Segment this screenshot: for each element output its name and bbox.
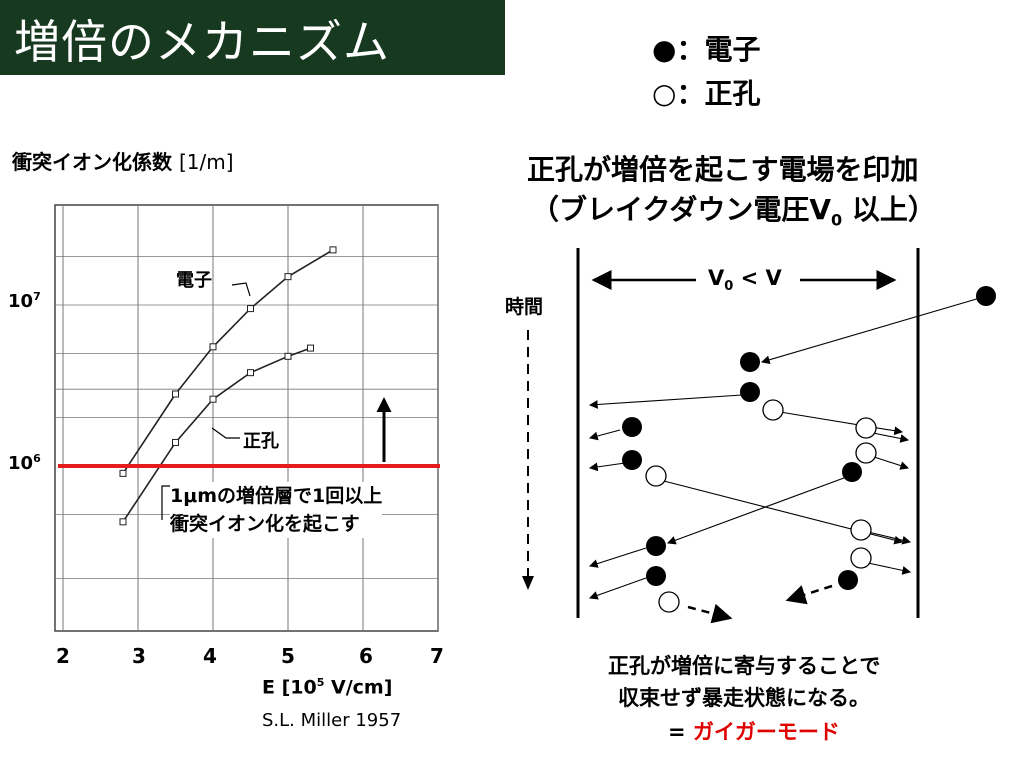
electron-dot (740, 382, 760, 402)
series-point-0 (209, 343, 217, 351)
electron-dot (838, 570, 858, 590)
caption-line2: 収束せず暴走状態になる。 (618, 686, 870, 710)
series-point-1 (209, 395, 217, 403)
chart-ylabel: 衝突イオン化係数 [1/m] (12, 146, 234, 175)
xtick-7: 7 (430, 644, 444, 668)
drift-arrow (760, 297, 981, 365)
drift-arrow (588, 394, 743, 409)
hole-circle (850, 547, 872, 569)
series-point-1 (172, 438, 179, 446)
annotation-line2: 衝突イオン化を起こす (170, 513, 360, 535)
electron-dot (646, 566, 666, 586)
series-point-1 (284, 352, 292, 360)
continuing-arrow-hole (687, 603, 733, 624)
hole-circle (855, 442, 877, 464)
electron-dot (740, 352, 760, 372)
ytick-1e6: 106 (8, 452, 41, 474)
hole-circle (850, 519, 872, 541)
continuing-arrow-electron (785, 584, 833, 605)
annotation-line1: 1μmの増倍層で1回以上 (170, 485, 383, 507)
series-point-0 (119, 469, 127, 477)
series-line-0 (122, 249, 334, 474)
electron-dot (622, 450, 642, 470)
chart-credit: S.L. Miller 1957 (262, 710, 402, 731)
chart-xlabel: E [105 V/cm] (262, 676, 393, 699)
caption-line1: 正孔が増倍に寄与することで (608, 654, 881, 678)
page-title: 増倍のメカニズム (14, 15, 390, 69)
hole-circle (658, 591, 680, 613)
electron-dot (646, 536, 666, 556)
xtick-5: 5 (281, 644, 295, 668)
drift-arrow (867, 562, 912, 575)
annotation-pointer (161, 485, 172, 520)
series-point-0 (172, 390, 179, 398)
electron-dot (842, 462, 862, 482)
ytick-1e7: 107 (8, 290, 41, 312)
chart-ylabel-unit: [1/m] (178, 150, 234, 174)
drift-arrow (588, 429, 621, 441)
drift-arrow (666, 474, 853, 545)
hole-circle (762, 399, 784, 421)
legend-hole: ○：正孔 (652, 72, 760, 112)
geiger-mode-label: ガイガーモード (692, 720, 840, 744)
hole-circle (645, 465, 667, 487)
title-banner (0, 0, 505, 75)
hole-circle (855, 417, 877, 439)
legend-electron-label: ：電子 (676, 33, 761, 66)
electron-curve-pointer (231, 282, 251, 297)
xtick-4: 4 (203, 644, 217, 668)
hole-curve-pointer (211, 427, 240, 439)
time-axis-arrowhead (522, 576, 534, 590)
series-point-1 (307, 344, 314, 352)
chart-plot-area (54, 204, 440, 632)
series-point-0 (284, 273, 292, 281)
series-point-1 (247, 369, 254, 377)
diagram-heading-line1: 正孔が増倍を起こす電場を印加 (527, 153, 919, 186)
series-line-1 (122, 347, 311, 523)
field-region (522, 248, 920, 618)
legend-electron: ●：電子 (652, 28, 760, 68)
legend-hole-label: ：正孔 (676, 77, 761, 110)
xtick-6: 6 (359, 644, 373, 668)
curve-label-electron: 電子 (176, 266, 212, 292)
diagram-heading-line2: （ブレイクダウン電圧V0 以上） (531, 193, 936, 230)
electron-dot-icon: ● (652, 33, 677, 66)
electron-dot (976, 286, 996, 306)
electron-dot (622, 417, 642, 437)
curve-label-hole: 正孔 (243, 427, 279, 453)
series-point-0 (247, 305, 254, 313)
drift-arrow (867, 531, 912, 545)
series-point-0 (329, 246, 337, 254)
drift-arrow (588, 577, 647, 600)
series-point-1 (119, 518, 127, 526)
xtick-2: 2 (56, 644, 70, 668)
time-label: 時間 (505, 296, 544, 318)
drift-arrow (779, 411, 904, 436)
chart-ylabel-text: 衝突イオン化係数 (12, 150, 172, 174)
hole-circle-icon: ○ (652, 77, 677, 110)
caption-line3: = ガイガーモード (668, 720, 840, 744)
field-label: V0 < V (708, 266, 782, 295)
xtick-3: 3 (132, 644, 146, 668)
drift-arrow (588, 547, 647, 568)
chart-annotation: 1μmの増倍層で1回以上 衝突イオン化を起こす (170, 482, 383, 538)
